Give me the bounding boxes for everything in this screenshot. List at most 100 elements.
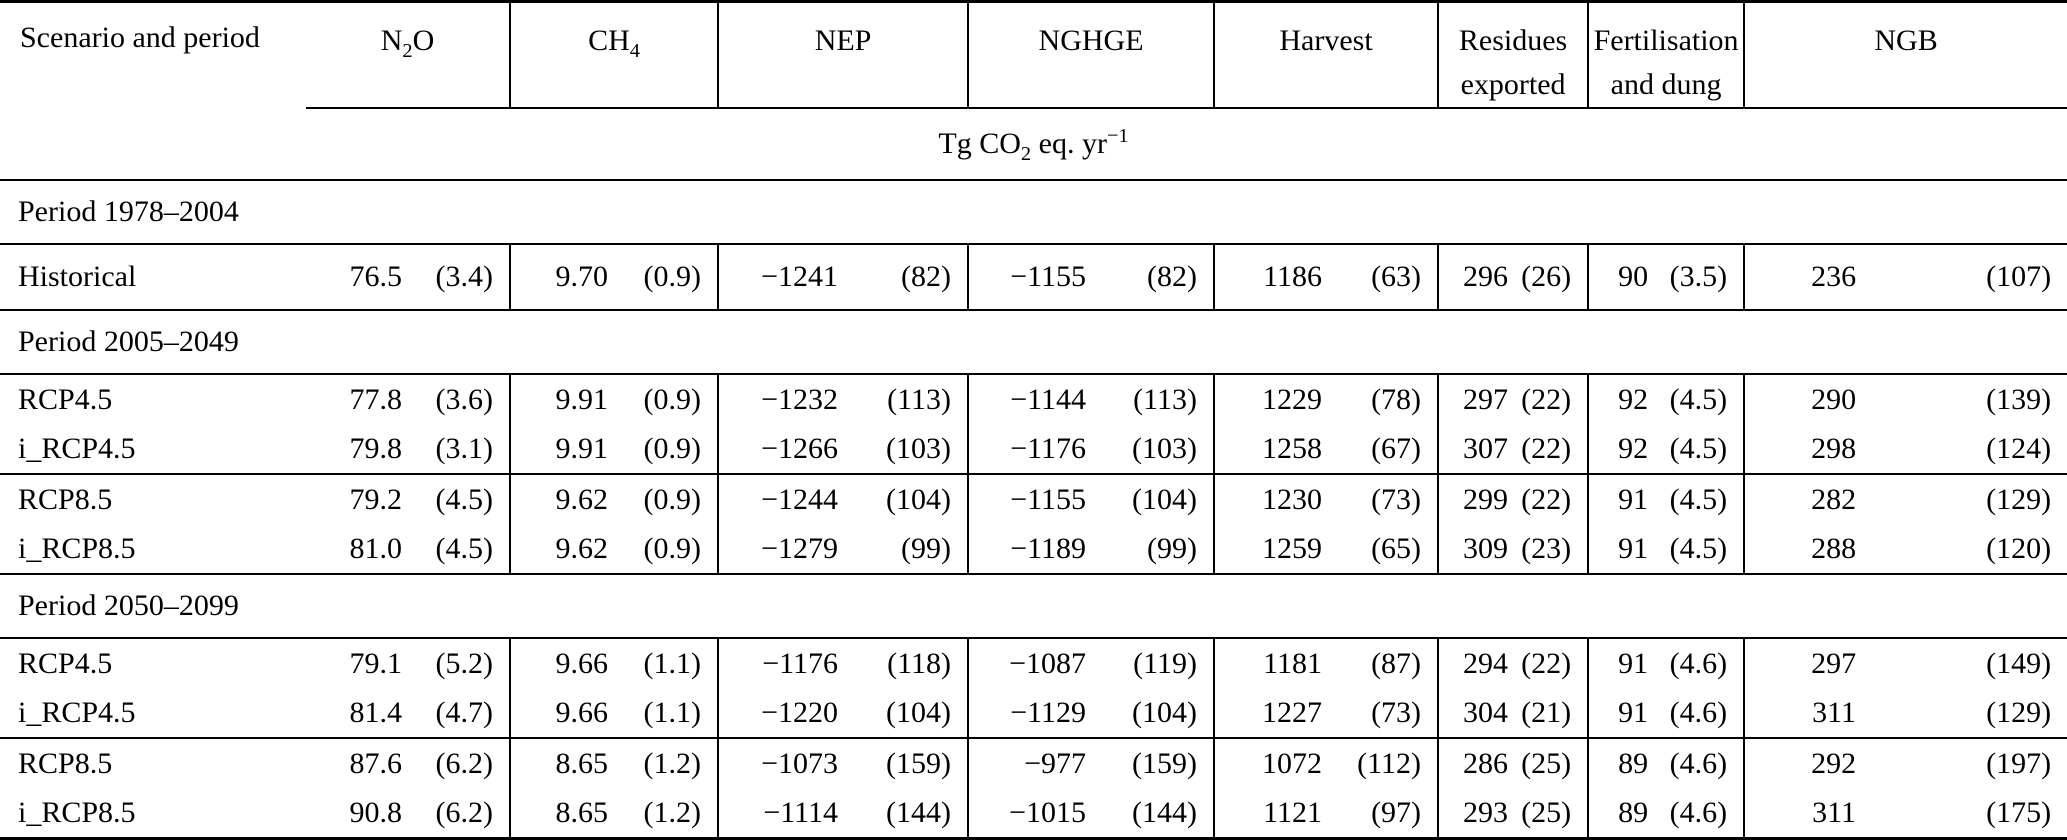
value-cell-n2o: 76.5 (306, 244, 410, 311)
value-cell-ngb: 292 (1811, 746, 1857, 780)
value-cell-nep: −1244 (761, 482, 839, 516)
uncertainty-cell-ch4: (1.1) (616, 688, 720, 739)
uncertainty-cell-ch4: (0.9) (616, 374, 720, 424)
value-cell-nep: −1232 (761, 382, 839, 416)
value-cell-nghge: −977 (1024, 746, 1087, 780)
value-cell-nep: −1241 (718, 244, 847, 311)
column-label-line1: Harvest (1216, 19, 1436, 63)
value-cell-nep: −1279 (718, 524, 847, 575)
period-label: Period 1978–2004 (0, 180, 2067, 245)
value-cell-residues-exported: 304 (1438, 688, 1517, 739)
units-row: Tg CO2 eq. yr−1 (0, 108, 2067, 181)
uncertainty-cell-residues-exported: (22) (1516, 474, 1590, 524)
uncertainty-cell-n2o: (4.5) (410, 524, 512, 575)
units-label: Tg CO2 eq. yr−1 (0, 108, 2067, 181)
column-label-line1: NGHGE (970, 19, 1212, 63)
uncertainty-cell-harvest: (73) (1330, 688, 1440, 739)
value-cell-ch4: 9.62 (510, 524, 617, 575)
value-cell-residues-exported: 307 (1438, 424, 1517, 475)
value-cell-ngb: 290 (1811, 382, 1857, 416)
value-cell-nghge: −1176 (968, 424, 1095, 475)
value-cell-nghge: −1129 (968, 688, 1095, 739)
value-cell-ngb: 297 (1811, 646, 1857, 680)
uncertainty-cell-ch4: (1.2) (616, 738, 720, 788)
uncertainty-cell-n2o: (6.2) (410, 738, 512, 788)
value-cell-harvest: 1258 (1214, 424, 1331, 475)
uncertainty-cell-harvest: (65) (1330, 524, 1440, 575)
uncertainty-cell-n2o: (3.1) (410, 424, 512, 475)
uncertainty-cell-ngb: (120) (1864, 524, 2067, 575)
scenario-label: RCP8.5 (18, 482, 113, 516)
value-cell-n2o: 79.1 (349, 646, 403, 680)
uncertainty-cell-nghge: (82) (1094, 244, 1216, 311)
units-subscript: 2 (1020, 143, 1032, 166)
col-header-fertilisation-and-dung: Fertilisation and dung (1588, 1, 1746, 109)
col-header-nghge: NGHGE (968, 1, 1216, 109)
column-label-line1: N2O (307, 19, 508, 63)
column-label-subscript: 4 (629, 40, 640, 62)
value-cell-n2o: 81.4 (306, 688, 410, 739)
period-section-row: Period 2005–2049 (0, 310, 2067, 375)
value-cell-n2o: 79.2 (349, 482, 403, 516)
uncertainty-cell-harvest: (87) (1330, 638, 1440, 688)
value-cell-ch4: 9.91 (510, 424, 617, 475)
uncertainty-cell-nghge: (113) (1094, 374, 1216, 424)
uncertainty-cell-nep: (118) (846, 638, 970, 688)
value-cell-fertilisation-and-dung: 91 (1618, 646, 1649, 680)
uncertainty-cell-ngb: (149) (1986, 646, 2052, 680)
col-header-ngb: NGB (1744, 1, 2067, 109)
uncertainty-cell-harvest: (78) (1330, 374, 1440, 424)
column-label-text: N (380, 24, 403, 57)
uncertainty-cell-fertilisation-and-dung: (3.5) (1656, 244, 1746, 311)
value-cell-nghge: −1144 (1010, 382, 1087, 416)
scenario-row: RCP4.5 77.8 (3.6) 9.91 (0.9) −1232 (113) −1144(… (0, 374, 2067, 424)
units-superscript: −1 (1106, 125, 1129, 148)
column-label-text: NGB (1874, 24, 1938, 57)
col-header-ch4: CH4 (510, 1, 720, 109)
uncertainty-cell-harvest: (63) (1330, 244, 1440, 311)
value-cell-ch4: 9.70 (510, 244, 617, 311)
uncertainty-cell-ngb: (129) (1986, 482, 2052, 516)
column-label-text: Harvest (1279, 24, 1373, 57)
column-label-text: NEP (814, 24, 872, 57)
value-cell-nghge: −1189 (968, 524, 1095, 575)
value-cell-fertilisation-and-dung: 91 (1588, 524, 1657, 575)
period-label: Period 2050–2099 (0, 574, 2067, 639)
table-header-row: Scenario and period N2O CH4 NEP NGHGE Harvest… (0, 1, 2067, 109)
uncertainty-cell-ngb: (139) (1986, 382, 2052, 416)
value-cell-ngb: 311 (1744, 688, 1865, 739)
scenario-row: Historical 76.5 (3.4) 9.70 (0.9) −1241 (82) −11… (0, 244, 2067, 311)
uncertainty-cell-fertilisation-and-dung: (4.6) (1656, 688, 1746, 739)
uncertainty-cell-residues-exported: (23) (1516, 524, 1590, 575)
scenario-row: i_RCP4.5 79.8 (3.1) 9.91 (0.9) −1266 (103) −117… (0, 424, 2067, 475)
value-cell-harvest: 1227 (1214, 688, 1331, 739)
value-cell-nep: −1176 (762, 646, 839, 680)
units-text: Tg CO (938, 127, 1021, 161)
uncertainty-cell-residues-exported: (22) (1516, 374, 1590, 424)
column-label-subscript: 2 (402, 40, 413, 62)
uncertainty-cell-nep: (159) (846, 738, 970, 788)
uncertainty-cell-nep: (103) (846, 424, 970, 475)
uncertainty-cell-n2o: (5.2) (410, 638, 512, 688)
uncertainty-cell-n2o: (3.4) (410, 244, 512, 311)
scenario-row: i_RCP8.5 81.0 (4.5) 9.62 (0.9) −1279 (99) −1189… (0, 524, 2067, 575)
scenario-label: i_RCP4.5 (0, 424, 306, 475)
value-cell-nep: −1073 (761, 746, 839, 780)
value-cell-residues-exported: 309 (1438, 524, 1517, 575)
value-cell-ch4: 8.65 (555, 746, 609, 780)
column-label-line1: NEP (720, 19, 966, 63)
uncertainty-cell-residues-exported: (22) (1516, 638, 1590, 688)
value-cell-fertilisation-and-dung: 92 (1618, 382, 1649, 416)
uncertainty-cell-harvest: (73) (1330, 474, 1440, 524)
column-label-line1: NGB (1746, 19, 2066, 63)
period-section-row: Period 1978–2004 (0, 180, 2067, 245)
value-cell-fertilisation-and-dung: 89 (1618, 746, 1649, 780)
uncertainty-cell-nep: (104) (846, 474, 970, 524)
uncertainty-cell-nghge: (159) (1094, 738, 1216, 788)
col-header-n2o: N2O (306, 1, 512, 109)
scenario-label: i_RCP8.5 (0, 524, 306, 575)
uncertainty-cell-harvest: (67) (1330, 424, 1440, 475)
col-header-residues-exported: Residues exported (1438, 1, 1590, 109)
uncertainty-cell-nghge: (103) (1094, 424, 1216, 475)
